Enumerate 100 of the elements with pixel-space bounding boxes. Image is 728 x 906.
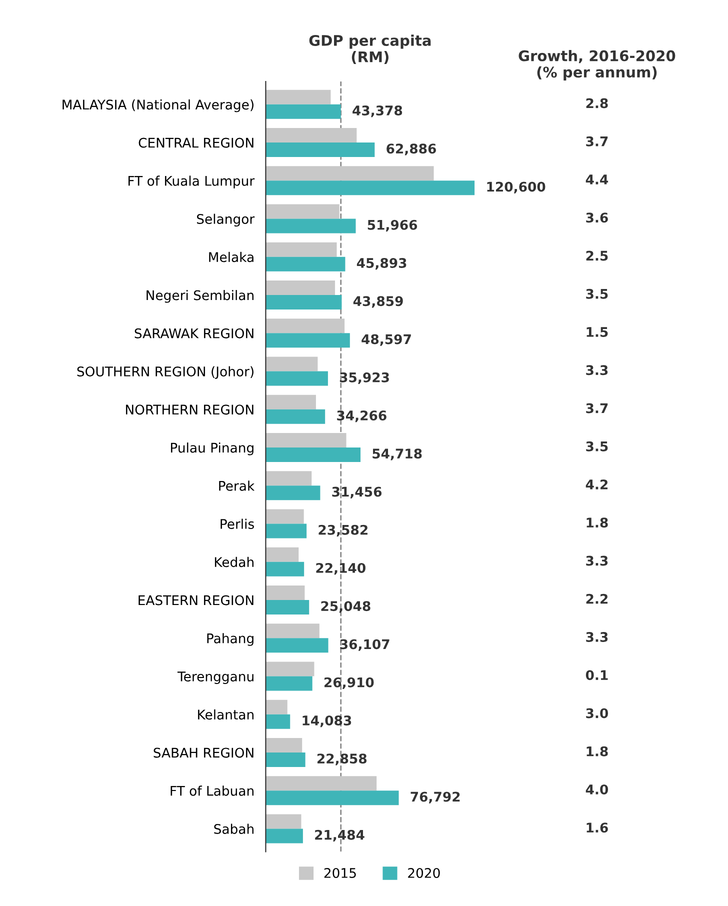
bar [266, 562, 304, 576]
bar [266, 333, 350, 348]
bar [266, 624, 320, 638]
bar [266, 318, 345, 334]
text: Growth, 2016-2020 (% per annum) [518, 50, 676, 80]
bar [266, 662, 314, 676]
bar [266, 280, 336, 296]
bar [266, 471, 312, 486]
data-label: 36,107 [340, 639, 390, 651]
bar [266, 204, 340, 219]
y-tick-label: Melaka [209, 252, 254, 262]
text: 3.3 [586, 632, 608, 642]
bar [266, 524, 307, 538]
data-label: 23,582 [318, 524, 368, 537]
y-tick-label: CENTRAL REGION [138, 138, 254, 148]
text: 2.2 [586, 594, 608, 604]
text: 3.5 [586, 288, 608, 299]
data-label: 51,966 [368, 220, 418, 232]
data-label: 26,910 [324, 677, 374, 690]
legend-label: 2015 [324, 868, 356, 878]
y-tick-label: FT of Labuan [170, 786, 254, 796]
y-tick-label: SOUTHERN REGION (Johor) [77, 366, 254, 379]
y-tick-label: Kelantan [198, 709, 254, 720]
data-label: 120,600 [487, 182, 546, 194]
y-tick-label: Selangor [196, 214, 255, 227]
bar [266, 738, 302, 753]
bar [266, 448, 361, 462]
bar [266, 166, 434, 181]
bar [266, 776, 377, 791]
bar [266, 295, 342, 310]
data-label: 25,048 [321, 601, 370, 613]
bar [266, 371, 328, 386]
bar [266, 752, 306, 768]
bar [266, 104, 341, 119]
text: 2.8 [586, 98, 608, 108]
text: 3.7 [586, 136, 608, 146]
y-tick-label: Pahang [207, 633, 254, 646]
bar [266, 394, 316, 410]
bar [266, 509, 304, 524]
y-tick-label: Pulau Pinang [171, 442, 254, 456]
bar [266, 486, 320, 500]
data-label: 54,718 [372, 448, 422, 460]
bar [266, 638, 328, 653]
data-label: 76,792 [410, 792, 460, 804]
bar [266, 714, 290, 729]
y-tick-label: SARAWAK REGION [134, 328, 254, 338]
data-label: 43,859 [353, 296, 403, 308]
legend-label: 2020 [408, 868, 440, 878]
text: 3.3 [586, 365, 608, 376]
data-label: 22,858 [317, 754, 367, 766]
bar [266, 218, 356, 234]
y-tick-label: Kedah [214, 556, 254, 568]
bar [266, 433, 346, 448]
bar [266, 600, 310, 615]
data-label: 48,597 [362, 334, 411, 346]
text: 1.5 [586, 327, 608, 337]
y-tick-label: SABAH REGION [154, 748, 254, 758]
data-label: 62,886 [386, 144, 436, 156]
y-tick-label: Terengganu [177, 672, 254, 684]
text: 3.7 [586, 403, 608, 414]
text: 1.8 [586, 746, 608, 756]
y-tick-label: MALAYSIA (National Average) [62, 99, 254, 112]
text: 4.2 [586, 480, 608, 490]
text: 3.6 [586, 212, 608, 223]
bar [266, 90, 331, 104]
data-label: 43,378 [352, 106, 402, 118]
bar [266, 676, 312, 691]
y-tick-label: NORTHERN REGION [126, 404, 254, 415]
data-label: 31,456 [332, 486, 382, 498]
bar [266, 790, 399, 806]
bar [266, 128, 357, 143]
data-label: 22,140 [316, 562, 366, 575]
data-label: 35,923 [340, 372, 389, 384]
data-label: 14,083 [302, 715, 352, 728]
data-label: 45,893 [356, 258, 406, 270]
y-tick-label: Sabah [214, 824, 254, 834]
bar [266, 409, 326, 424]
bar [266, 828, 303, 844]
bar [266, 547, 299, 562]
bar [266, 356, 318, 372]
text: 3.3 [586, 556, 608, 566]
chart-title: GDP per capita (RM) [309, 34, 431, 64]
y-tick-label: Perlis [220, 518, 254, 529]
text: 1.8 [586, 518, 608, 528]
text: 3.0 [586, 708, 608, 718]
bar [266, 700, 288, 714]
data-label: 21,484 [315, 830, 364, 842]
text: 3.5 [586, 441, 608, 452]
text: 0.1 [586, 670, 608, 680]
text: 4.4 [586, 174, 608, 184]
bar [266, 814, 302, 829]
bar [266, 242, 337, 257]
bar [266, 180, 475, 196]
y-tick-label: Negeri Sembilan [146, 290, 254, 303]
data-label: 34,266 [337, 410, 386, 422]
bar [266, 142, 375, 158]
y-tick-label: FT of Kuala Lumpur [128, 176, 255, 188]
text: 1.6 [586, 822, 608, 833]
bar [266, 256, 346, 272]
y-tick-label: EASTERN REGION [138, 595, 254, 606]
